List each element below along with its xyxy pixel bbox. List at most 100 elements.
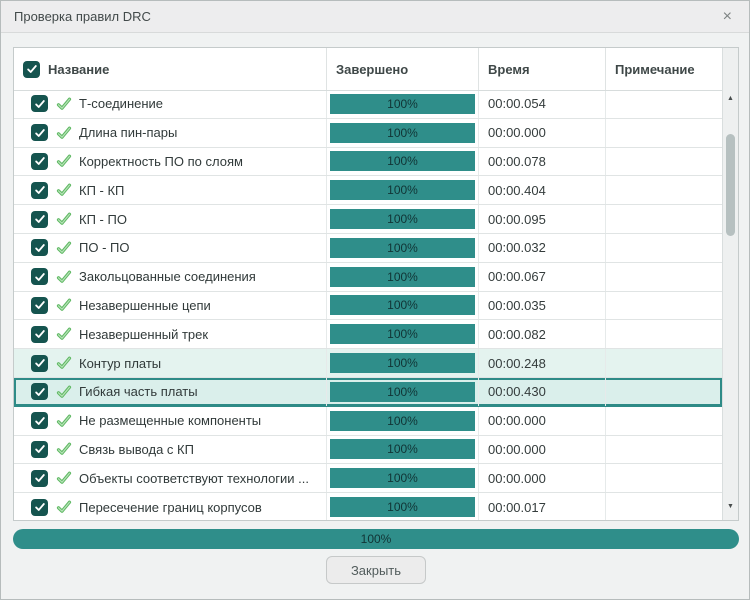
rule-checkbox[interactable]	[31, 469, 48, 487]
rule-progress-bar: 100%	[330, 180, 475, 201]
rule-passed-check-icon	[55, 182, 72, 199]
table-row[interactable]: Незавершенный трек 100% 00:00.082	[14, 320, 722, 350]
rule-checkbox[interactable]	[31, 383, 48, 401]
table-row[interactable]: Т-соединение 100% 00:00.054	[14, 90, 722, 119]
close-button[interactable]: Закрыть	[326, 556, 426, 584]
rule-time: 00:00.248	[478, 349, 605, 377]
table-row[interactable]: ПО - ПО 100% 00:00.032	[14, 233, 722, 263]
rule-completed-cell: 100%	[326, 118, 478, 147]
table-row[interactable]: Связь вывода с КП 100% 00:00.000	[14, 435, 722, 465]
scrollbar-thumb[interactable]	[726, 134, 735, 236]
table-header: Название Завершено Время Примечание	[14, 48, 722, 91]
column-header-completed: Завершено	[326, 48, 478, 90]
rule-checkbox[interactable]	[31, 95, 48, 113]
table-row[interactable]: Не размещенные компоненты 100% 00:00.000	[14, 406, 722, 436]
rule-checkbox[interactable]	[31, 124, 48, 142]
rule-time: 00:00.078	[478, 147, 605, 176]
rule-completed-cell: 100%	[326, 262, 478, 291]
rule-name-cell: КП - ПО	[14, 205, 326, 233]
table-row[interactable]: Контур платы 100% 00:00.248	[14, 349, 722, 378]
table-row[interactable]: КП - ПО 100% 00:00.095	[14, 205, 722, 234]
rule-name: Гибкая часть платы	[79, 384, 198, 400]
rule-checkbox[interactable]	[31, 325, 48, 343]
rule-progress-bar: 100%	[330, 468, 475, 489]
table-row[interactable]: Незавершенные цепи 100% 00:00.035	[14, 291, 722, 321]
rule-time: 00:00.095	[478, 205, 605, 233]
select-all-checkbox[interactable]	[23, 60, 40, 78]
rule-name: Закольцованные соединения	[79, 269, 256, 285]
rule-name-cell: Связь вывода с КП	[14, 436, 326, 464]
checkmark-icon	[26, 65, 37, 73]
rule-name: Незавершенный трек	[79, 326, 209, 342]
rule-completed-cell: 100%	[326, 176, 478, 205]
rule-completed-cell: 100%	[326, 349, 478, 377]
checkmark-icon	[34, 503, 45, 511]
rule-passed-check-icon	[55, 268, 72, 285]
vertical-scrollbar[interactable]: ▲ ▼	[722, 48, 738, 520]
rule-name: Незавершенные цепи	[79, 297, 211, 313]
rule-name: Связь вывода с КП	[79, 441, 194, 457]
rule-progress-bar: 100%	[330, 295, 475, 316]
rule-note	[605, 435, 722, 464]
rule-time: 00:00.000	[478, 406, 605, 435]
table-row[interactable]: Длина пин-пары 100% 00:00.000	[14, 118, 722, 148]
rule-checkbox[interactable]	[31, 498, 48, 516]
close-icon[interactable]: ×	[722, 7, 732, 25]
rule-note	[605, 205, 722, 233]
rule-completed-cell: 100%	[326, 377, 478, 406]
table-row[interactable]: Гибкая часть платы 100% 00:00.430	[14, 377, 722, 407]
rule-name-cell: КП - КП	[14, 176, 326, 204]
rule-checkbox[interactable]	[31, 296, 48, 314]
rule-checkbox[interactable]	[31, 181, 48, 199]
table-row[interactable]: КП - КП 100% 00:00.404	[14, 176, 722, 206]
checkmark-icon	[34, 387, 45, 396]
rule-name-cell: Т-соединение	[14, 90, 326, 118]
table-row[interactable]: Объекты соответствуют технологии ... 100…	[14, 464, 722, 494]
checkmark-icon	[34, 301, 45, 310]
rule-time: 00:00.000	[478, 118, 605, 147]
rule-checkbox[interactable]	[31, 239, 48, 257]
rule-checkbox[interactable]	[31, 412, 48, 430]
rule-checkbox[interactable]	[31, 354, 48, 372]
rule-checkbox[interactable]	[31, 440, 48, 458]
checkmark-icon	[34, 359, 45, 367]
checkmark-icon	[34, 474, 45, 483]
rule-completed-cell: 100%	[326, 147, 478, 176]
rule-name: Объекты соответствуют технологии ...	[79, 470, 310, 486]
rule-name-cell: Контур платы	[14, 349, 326, 377]
rule-checkbox[interactable]	[31, 210, 48, 228]
scroll-up-icon[interactable]: ▲	[727, 95, 734, 102]
table-row[interactable]: Закольцованные соединения 100% 00:00.067	[14, 262, 722, 292]
rule-name: ПО - ПО	[79, 240, 130, 256]
column-header-note: Примечание	[605, 48, 722, 90]
checkmark-icon	[34, 128, 45, 137]
rule-progress-bar: 100%	[330, 93, 475, 114]
rule-passed-check-icon	[55, 383, 72, 400]
checkmark-icon	[34, 330, 45, 339]
rule-completed-cell: 100%	[326, 291, 478, 320]
table-row[interactable]: Пересечение границ корпусов 100% 00:00.0…	[14, 493, 722, 520]
rule-progress-bar: 100%	[330, 122, 475, 143]
rule-checkbox[interactable]	[31, 152, 48, 170]
rule-completed-cell: 100%	[326, 233, 478, 262]
rule-passed-check-icon	[55, 470, 72, 487]
rule-note	[605, 406, 722, 435]
rule-name: Корректность ПО по слоям	[79, 153, 243, 169]
table-row[interactable]: Корректность ПО по слоям 100% 00:00.078	[14, 147, 722, 177]
rule-progress-bar: 100%	[330, 237, 475, 258]
rule-time: 00:00.017	[478, 493, 605, 520]
rule-note	[605, 493, 722, 520]
rule-completed-cell: 100%	[326, 90, 478, 118]
rule-note	[605, 176, 722, 205]
checkmark-icon	[34, 272, 45, 281]
rule-completed-cell: 100%	[326, 493, 478, 520]
rule-name: Т-соединение	[79, 96, 164, 112]
rule-name: Не размещенные компоненты	[79, 413, 262, 429]
rule-time: 00:00.404	[478, 176, 605, 205]
rule-passed-check-icon	[55, 441, 72, 458]
checkmark-icon	[34, 99, 45, 108]
rule-checkbox[interactable]	[31, 268, 48, 286]
rule-passed-check-icon	[55, 95, 72, 112]
scroll-down-icon[interactable]: ▼	[727, 503, 734, 510]
